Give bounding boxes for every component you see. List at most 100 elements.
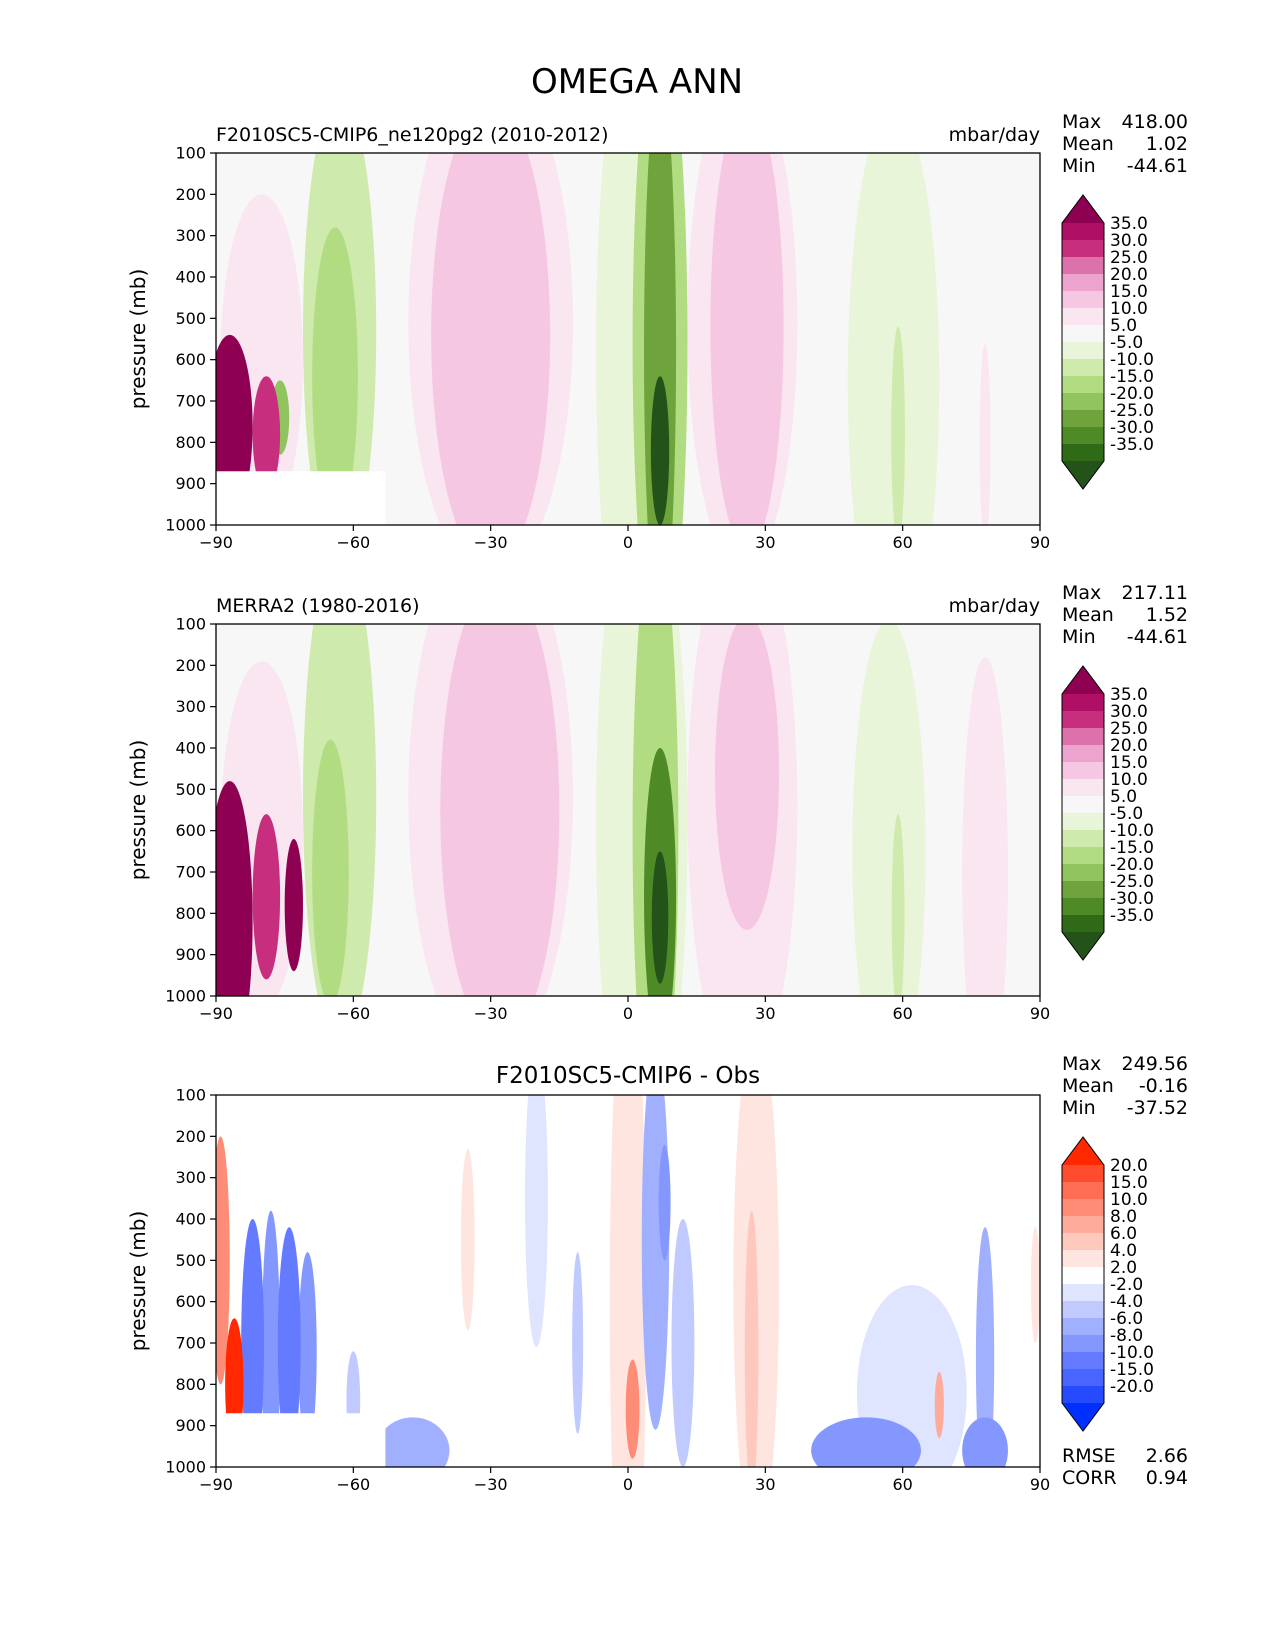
- contour-feature-1: [847, 153, 940, 525]
- contour-feature-13: [934, 1371, 944, 1439]
- colorbar-label: 4.0: [1110, 1241, 1137, 1261]
- x-tick-label: −30: [474, 1004, 508, 1023]
- x-tick-label: −90: [199, 1475, 233, 1494]
- footer-stat-value: 2.66: [1146, 1445, 1188, 1467]
- panel-title-left: MERRA2 (1980-2016): [216, 595, 420, 617]
- colorbar-extend-min: [1062, 932, 1104, 960]
- y-tick-label: 1000: [165, 516, 206, 535]
- colorbar-label: 10.0: [1110, 770, 1148, 790]
- colorbar-segment: [1062, 1182, 1104, 1200]
- contour-feature-21: [962, 1417, 1008, 1467]
- panel-title-left: F2010SC5-CMIP6_ne120pg2 (2010-2012): [216, 124, 609, 146]
- colorbar-segment: [1062, 410, 1104, 428]
- stat-label: Max: [1062, 111, 1101, 133]
- contour-layer: [216, 153, 991, 525]
- y-tick-label: 200: [175, 1127, 206, 1146]
- y-tick-label: 500: [175, 309, 206, 328]
- colorbar-outline: [1061, 1136, 1105, 1432]
- y-axis-label: pressure (mb): [126, 269, 150, 410]
- colorbar-segment: [1062, 813, 1104, 831]
- x-tick-label: −90: [199, 533, 233, 552]
- x-tick-label: −90: [199, 1004, 233, 1023]
- colorbar-label: 25.0: [1110, 719, 1148, 739]
- y-tick-label: 1000: [165, 1458, 206, 1477]
- colorbar-segment: [1062, 796, 1104, 814]
- colorbar-label: 30.0: [1110, 231, 1148, 251]
- masked-region: [216, 1413, 386, 1467]
- colorbar-label: 20.0: [1110, 1156, 1148, 1176]
- colorbar-segment: [1062, 898, 1104, 916]
- x-tick-label: 90: [1030, 1004, 1050, 1023]
- contour-feature-12: [376, 1417, 450, 1467]
- y-tick-label: 900: [175, 1416, 206, 1435]
- stat-value: -37.52: [1127, 1097, 1188, 1119]
- colorbar-label: -20.0: [1110, 855, 1154, 875]
- colorbar-segment: [1062, 223, 1104, 241]
- colorbar-segment: [1062, 881, 1104, 899]
- x-tick-label: 0: [623, 1004, 633, 1023]
- colorbar-segment: [1062, 342, 1104, 360]
- colorbar-segment: [1062, 694, 1104, 712]
- y-tick-label: 500: [175, 780, 206, 799]
- colorbar-label: -6.0: [1110, 1309, 1143, 1329]
- colorbar-segment: [1062, 1335, 1104, 1353]
- contour-feature-10: [891, 326, 905, 525]
- x-tick-label: 60: [892, 533, 912, 552]
- contour-feature-19: [625, 1359, 640, 1459]
- stat-label: Min: [1062, 1097, 1096, 1119]
- y-tick-label: 800: [175, 904, 206, 923]
- contour-feature-1: [460, 1148, 475, 1331]
- y-tick-label: 200: [175, 185, 206, 204]
- stat-label: Min: [1062, 626, 1096, 648]
- colorbar-outline: [1061, 665, 1105, 961]
- x-tick-label: 60: [892, 1004, 912, 1023]
- panel-title-center: F2010SC5-CMIP6 - Obs: [496, 1063, 760, 1089]
- contour-feature-12: [312, 227, 358, 525]
- x-tick-label: −60: [336, 533, 370, 552]
- colorbar-segment: [1062, 779, 1104, 797]
- stat-value: 217.11: [1122, 582, 1188, 604]
- y-tick-label: 400: [175, 268, 206, 287]
- colorbar-label: -4.0: [1110, 1292, 1143, 1312]
- contour-feature-5: [1030, 1227, 1040, 1343]
- colorbar-label: 20.0: [1110, 736, 1148, 756]
- contour-feature-14: [252, 376, 281, 492]
- colorbar-label: 25.0: [1110, 248, 1148, 268]
- colorbar-segment: [1062, 1284, 1104, 1302]
- colorbar-outline: [1061, 194, 1105, 490]
- contour-feature-4: [856, 1285, 967, 1467]
- contour-feature-8: [440, 624, 560, 996]
- contour-feature-17: [216, 781, 253, 996]
- x-tick-label: 0: [623, 1475, 633, 1494]
- colorbar-label: -2.0: [1110, 1275, 1143, 1295]
- colorbar-segment: [1062, 359, 1104, 377]
- x-tick-label: −60: [336, 1475, 370, 1494]
- contour-feature-24: [277, 1227, 301, 1459]
- colorbar-label: 35.0: [1110, 214, 1148, 234]
- x-tick-label: 90: [1030, 533, 1050, 552]
- contour-feature-16: [216, 1136, 230, 1385]
- colorbar-label: 10.0: [1110, 1190, 1148, 1210]
- colorbar-label: 8.0: [1110, 1207, 1137, 1227]
- x-tick-label: 60: [892, 1475, 912, 1494]
- colorbar-segment: [1062, 1386, 1104, 1404]
- y-tick-label: 400: [175, 739, 206, 758]
- x-tick-label: −30: [474, 533, 508, 552]
- colorbar-segment: [1062, 274, 1104, 292]
- contour-feature-20: [658, 1144, 671, 1261]
- colorbar-label: 2.0: [1110, 1258, 1137, 1278]
- contour-feature-10: [891, 814, 905, 996]
- y-tick-label: 400: [175, 1210, 206, 1229]
- colorbar-segment: [1062, 240, 1104, 258]
- colorbar-label: -10.0: [1110, 350, 1154, 370]
- y-tick-label: 300: [175, 1168, 206, 1187]
- stat-label: Mean: [1062, 1075, 1114, 1097]
- colorbar-label: -5.0: [1110, 333, 1143, 353]
- contour-feature-7: [979, 343, 991, 525]
- contour-feature-11: [744, 1210, 759, 1467]
- colorbar-segment: [1062, 830, 1104, 848]
- colorbar-label: 20.0: [1110, 265, 1148, 285]
- y-tick-label: 1000: [165, 987, 206, 1006]
- colorbar-segment: [1062, 1165, 1104, 1183]
